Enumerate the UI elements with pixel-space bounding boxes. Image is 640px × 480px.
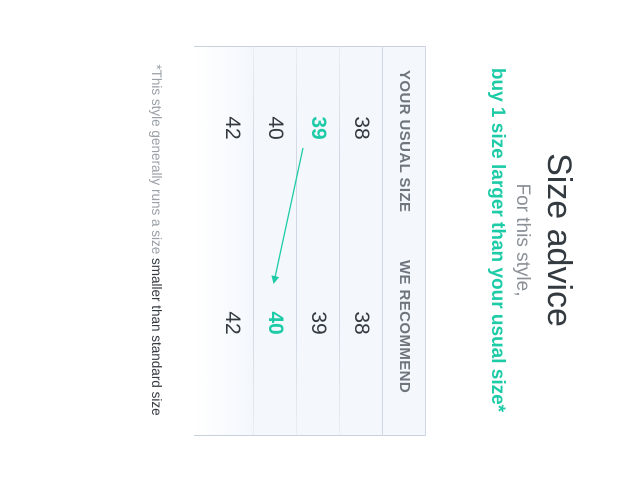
size-footnote: *This style generally runs a size smalle… — [149, 0, 164, 480]
footnote-emphasis: smaller than standard size — [149, 258, 164, 416]
footnote-text: *This style generally runs a size — [149, 64, 164, 258]
size-arrow-icon — [271, 147, 304, 284]
page-title: Size advice — [540, 153, 578, 327]
size-advice-text: buy 1 size larger than your usual size* — [487, 67, 508, 413]
subtitle: For this style, — [512, 183, 533, 297]
